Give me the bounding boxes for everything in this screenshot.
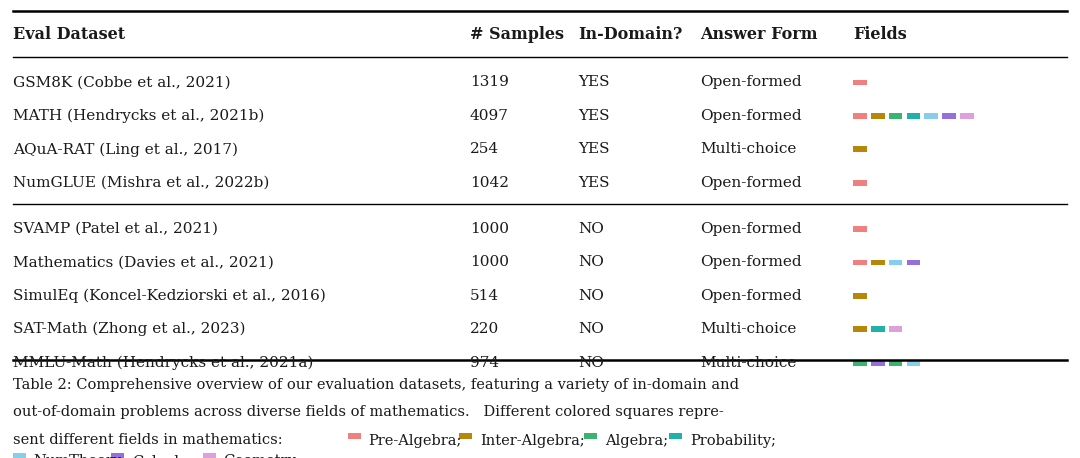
FancyBboxPatch shape	[907, 360, 920, 365]
Text: 1319: 1319	[470, 76, 509, 89]
FancyBboxPatch shape	[853, 360, 867, 365]
Text: NO: NO	[578, 256, 604, 269]
Text: Table 2: Comprehensive overview of our evaluation datasets, featuring a variety : Table 2: Comprehensive overview of our e…	[13, 378, 739, 392]
FancyBboxPatch shape	[889, 260, 903, 265]
FancyBboxPatch shape	[853, 180, 867, 185]
Text: YES: YES	[578, 176, 609, 190]
Text: Inter-Algebra;: Inter-Algebra;	[480, 434, 584, 448]
FancyBboxPatch shape	[853, 226, 867, 232]
Text: Multi-choice: Multi-choice	[700, 142, 796, 156]
FancyBboxPatch shape	[853, 113, 867, 119]
Text: Open-formed: Open-formed	[700, 109, 801, 123]
Text: # Samples: # Samples	[470, 26, 564, 43]
Text: Open-formed: Open-formed	[700, 256, 801, 269]
FancyBboxPatch shape	[348, 433, 361, 439]
Text: GSM8K (Cobbe et al., 2021): GSM8K (Cobbe et al., 2021)	[13, 76, 231, 89]
FancyBboxPatch shape	[907, 113, 920, 119]
FancyBboxPatch shape	[870, 360, 885, 365]
Text: NO: NO	[578, 222, 604, 236]
Text: SVAMP (Patel et al., 2021): SVAMP (Patel et al., 2021)	[13, 222, 218, 236]
FancyBboxPatch shape	[889, 327, 903, 332]
FancyBboxPatch shape	[889, 113, 903, 119]
Text: MMLU-Math (Hendrycks et al., 2021a): MMLU-Math (Hendrycks et al., 2021a)	[13, 355, 313, 370]
FancyBboxPatch shape	[960, 113, 974, 119]
Text: Pre-Algebra;: Pre-Algebra;	[368, 434, 461, 448]
FancyBboxPatch shape	[853, 80, 867, 85]
Text: 974: 974	[470, 356, 499, 370]
Text: In-Domain?: In-Domain?	[578, 26, 683, 43]
Text: YES: YES	[578, 142, 609, 156]
FancyBboxPatch shape	[203, 453, 216, 458]
FancyBboxPatch shape	[853, 293, 867, 299]
Text: Answer Form: Answer Form	[700, 26, 818, 43]
Text: Open-formed: Open-formed	[700, 76, 801, 89]
FancyBboxPatch shape	[853, 260, 867, 265]
Text: SimulEq (Koncel-Kedziorski et al., 2016): SimulEq (Koncel-Kedziorski et al., 2016)	[13, 289, 326, 303]
Text: 1042: 1042	[470, 176, 509, 190]
Text: out-of-domain problems across diverse fields of mathematics.   Different colored: out-of-domain problems across diverse fi…	[13, 405, 724, 420]
Text: 1000: 1000	[470, 222, 509, 236]
Text: 514: 514	[470, 289, 499, 303]
FancyBboxPatch shape	[889, 360, 903, 365]
Text: Mathematics (Davies et al., 2021): Mathematics (Davies et al., 2021)	[13, 256, 274, 269]
FancyBboxPatch shape	[870, 327, 885, 332]
Text: YES: YES	[578, 76, 609, 89]
Text: MATH (Hendrycks et al., 2021b): MATH (Hendrycks et al., 2021b)	[13, 109, 265, 123]
FancyBboxPatch shape	[13, 453, 26, 458]
Text: 1000: 1000	[470, 256, 509, 269]
Text: 254: 254	[470, 142, 499, 156]
FancyBboxPatch shape	[670, 433, 683, 439]
FancyBboxPatch shape	[870, 260, 885, 265]
Text: Calculus;: Calculus;	[132, 454, 201, 458]
Text: Probability;: Probability;	[690, 434, 775, 448]
Text: Geometry.: Geometry.	[224, 454, 299, 458]
Text: NO: NO	[578, 356, 604, 370]
Text: Multi-choice: Multi-choice	[700, 356, 796, 370]
FancyBboxPatch shape	[870, 113, 885, 119]
Text: Fields: Fields	[853, 26, 907, 43]
Text: Open-formed: Open-formed	[700, 289, 801, 303]
Text: sent different fields in mathematics:: sent different fields in mathematics:	[13, 433, 287, 447]
FancyBboxPatch shape	[942, 113, 956, 119]
FancyBboxPatch shape	[853, 327, 867, 332]
Text: NumGLUE (Mishra et al., 2022b): NumGLUE (Mishra et al., 2022b)	[13, 176, 269, 190]
Text: Algebra;: Algebra;	[605, 434, 669, 448]
Text: NO: NO	[578, 322, 604, 336]
Text: Open-formed: Open-formed	[700, 222, 801, 236]
Text: SAT-Math (Zhong et al., 2023): SAT-Math (Zhong et al., 2023)	[13, 322, 245, 337]
Text: Multi-choice: Multi-choice	[700, 322, 796, 336]
FancyBboxPatch shape	[459, 433, 472, 439]
FancyBboxPatch shape	[907, 260, 920, 265]
FancyBboxPatch shape	[111, 453, 124, 458]
Text: 220: 220	[470, 322, 499, 336]
Text: NO: NO	[578, 289, 604, 303]
FancyBboxPatch shape	[853, 147, 867, 152]
Text: YES: YES	[578, 109, 609, 123]
Text: 4097: 4097	[470, 109, 509, 123]
Text: Eval Dataset: Eval Dataset	[13, 26, 125, 43]
FancyBboxPatch shape	[584, 433, 597, 439]
Text: NumTheory;: NumTheory;	[33, 454, 126, 458]
FancyBboxPatch shape	[924, 113, 937, 119]
Text: AQuA-RAT (Ling et al., 2017): AQuA-RAT (Ling et al., 2017)	[13, 142, 238, 157]
Text: Open-formed: Open-formed	[700, 176, 801, 190]
